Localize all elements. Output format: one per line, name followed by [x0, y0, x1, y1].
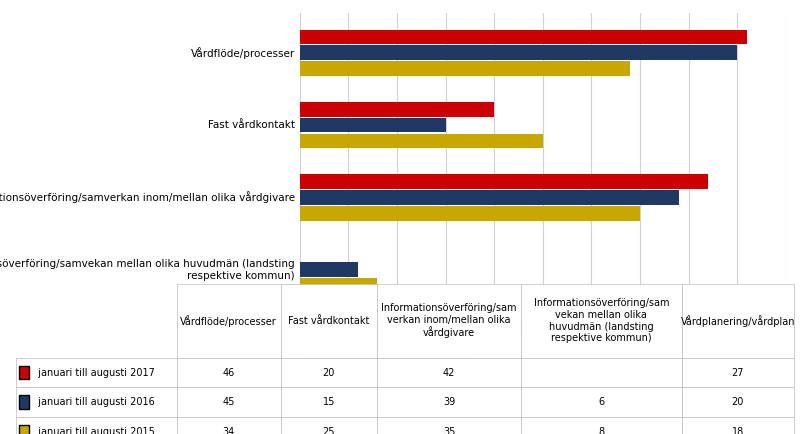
- Bar: [300, 351, 475, 365]
- Bar: [300, 335, 494, 349]
- Bar: [300, 61, 630, 76]
- Bar: [300, 118, 446, 132]
- Bar: [300, 263, 358, 277]
- Bar: [300, 278, 377, 293]
- Bar: [300, 174, 708, 189]
- Bar: [300, 319, 562, 334]
- Bar: [300, 102, 494, 117]
- Bar: [300, 206, 640, 221]
- Bar: [300, 190, 679, 205]
- Bar: [300, 46, 737, 60]
- Bar: [300, 30, 747, 44]
- Bar: [300, 134, 543, 148]
